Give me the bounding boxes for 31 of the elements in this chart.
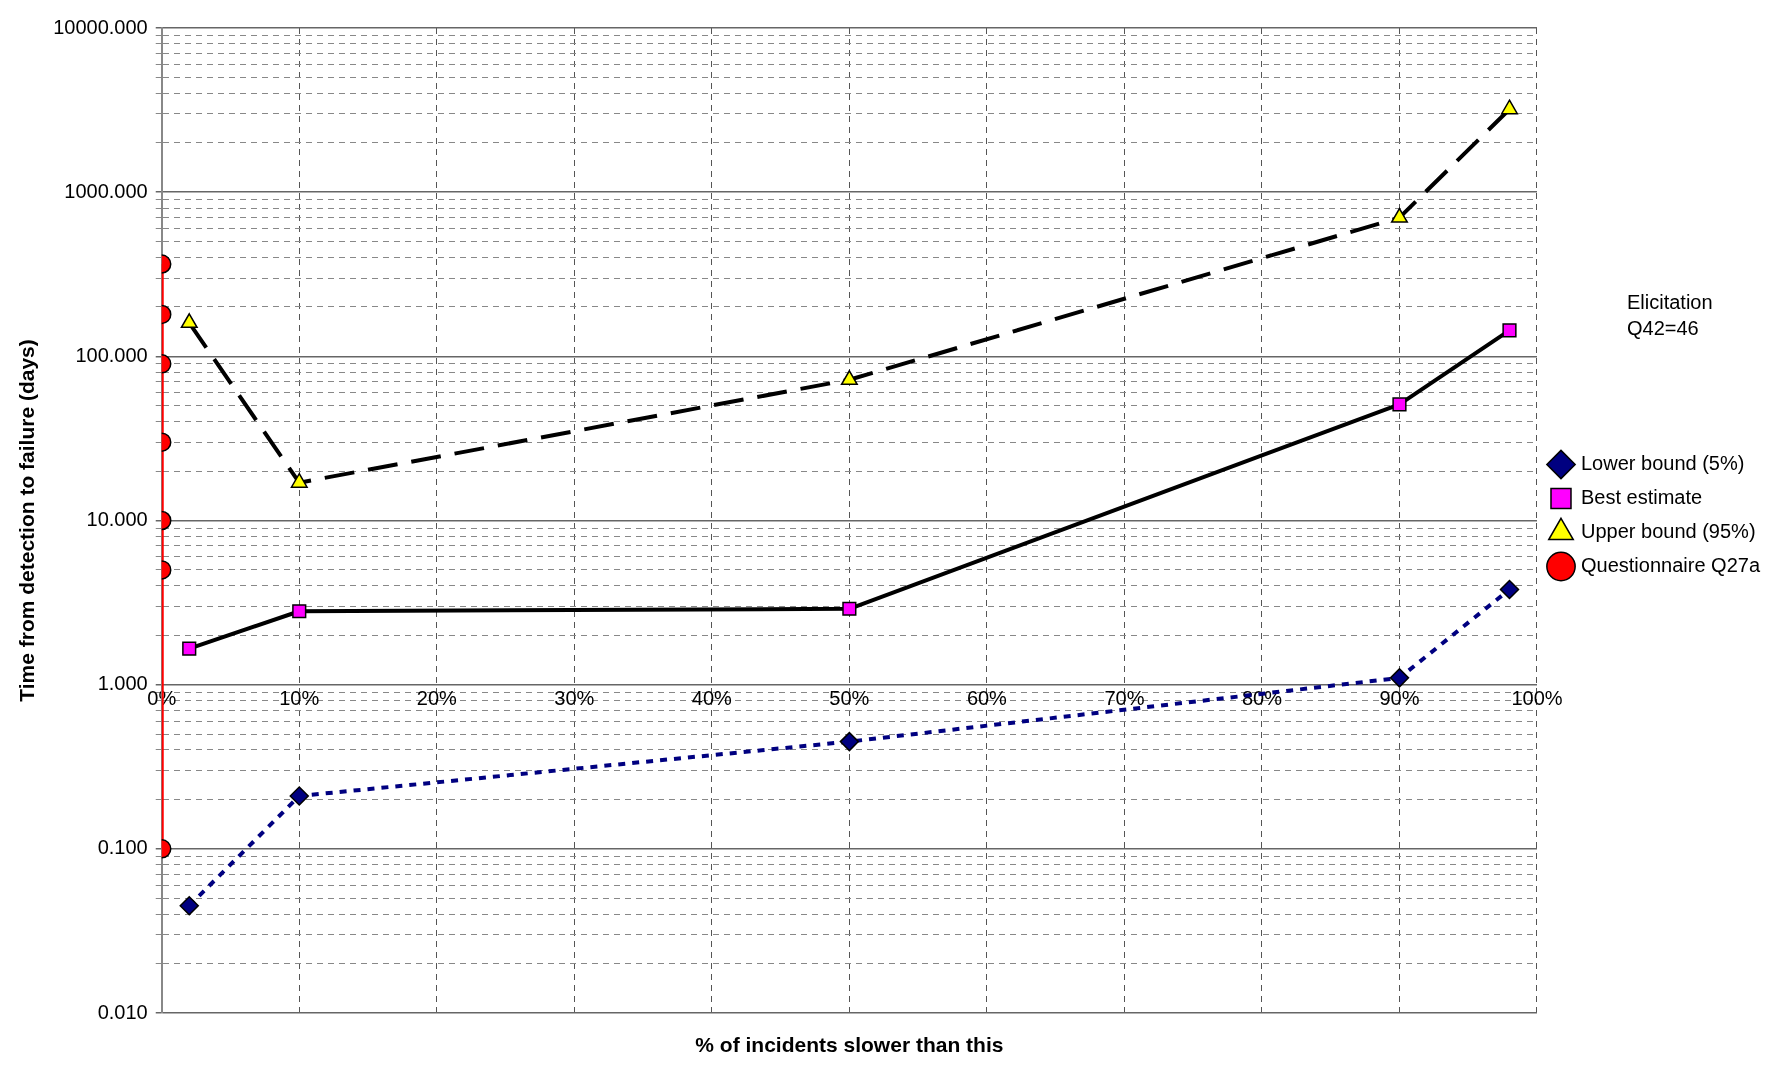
y-tick-label: 0.010 [97, 1000, 148, 1023]
y-axis-title: Time from detection to failure (days) [15, 339, 39, 702]
text: Elicitation Q42=46 [1627, 291, 1713, 340]
legend-label: Upper bound (95%) [1581, 520, 1756, 543]
y-tick-label: 1000.000 [64, 179, 148, 202]
point [1389, 668, 1410, 688]
x-tick-label: 70% [1104, 687, 1145, 710]
point [839, 731, 860, 752]
point [1502, 323, 1517, 338]
x-tick-label: 50% [829, 687, 870, 710]
x-axis-title: % of incidents slower than this [695, 1033, 1004, 1057]
y-tick-label: 10.000 [86, 508, 148, 531]
x-tick-label: 30% [554, 687, 595, 710]
point [1500, 99, 1519, 115]
y-tick-label: 1.000 [97, 672, 148, 695]
x-tick-label: 40% [691, 687, 733, 710]
x-tick-label: 10% [279, 687, 320, 710]
x-tick-label: 90% [1379, 687, 1420, 710]
point [842, 601, 857, 616]
y-tick-label: 0.100 [97, 836, 148, 859]
y-tick-label: 10000.000 [53, 15, 148, 38]
legend-label: Best estimate [1581, 486, 1703, 509]
x-tick-label: 60% [966, 687, 1008, 710]
legend-label: Lower bound (5%) [1581, 452, 1745, 475]
legend-label: Questionnaire Q27a [1581, 554, 1761, 577]
point [1499, 579, 1520, 600]
y-tick-label: 100.000 [75, 343, 148, 366]
x-tick-label: 20% [416, 687, 458, 710]
point [1392, 397, 1407, 412]
point [1390, 207, 1409, 223]
x-tick-label: 100% [1511, 687, 1563, 710]
